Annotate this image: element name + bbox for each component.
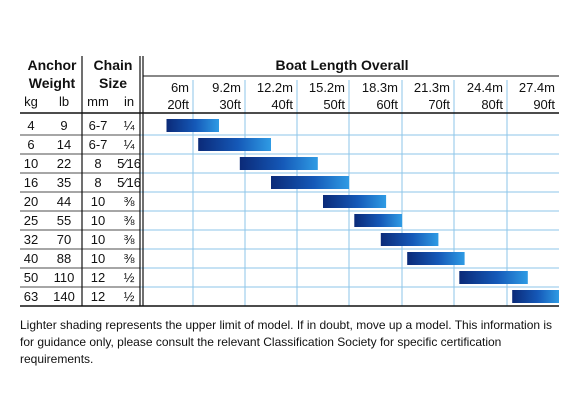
chain-in-cell: ⅜: [124, 232, 135, 247]
chain-size-heading-line2: Size: [99, 75, 127, 91]
chain-in-cell: 5⁄16: [117, 156, 141, 171]
boat-length-bars: [166, 119, 559, 303]
anchor-lb-cell: 140: [53, 289, 75, 304]
chain-size-heading-line1: Chain: [94, 57, 133, 73]
boat-length-ft-label: 50ft: [323, 97, 345, 112]
chain-mm-cell: 6-7: [89, 118, 108, 133]
chain-in-cell: ½: [124, 289, 135, 304]
boat-length-range-bar: [166, 119, 219, 132]
boat-length-range-bar: [407, 252, 465, 265]
unit-lb: lb: [59, 94, 69, 109]
boat-length-range-bar: [271, 176, 349, 189]
chain-mm-cell: 6-7: [89, 137, 108, 152]
anchor-lb-cell: 55: [57, 213, 71, 228]
anchor-kg-cell: 63: [24, 289, 38, 304]
boat-length-range-bar: [354, 214, 402, 227]
anchor-lb-cell: 22: [57, 156, 71, 171]
chain-mm-cell: 10: [91, 251, 105, 266]
chain-in-cell: ⅜: [124, 194, 135, 209]
anchor-lb-cell: 88: [57, 251, 71, 266]
chain-mm-cell: 10: [91, 213, 105, 228]
boat-length-ft-label: 70ft: [428, 97, 450, 112]
boat-length-m-label: 15.2m: [309, 80, 345, 95]
chain-in-cell: ¼: [124, 137, 135, 152]
boat-length-range-bar: [512, 290, 559, 303]
anchor-kg-cell: 6: [27, 137, 34, 152]
boat-length-range-bar: [380, 233, 439, 246]
boat-length-range-bar: [239, 157, 318, 170]
chain-mm-cell: 10: [91, 232, 105, 247]
boat-length-ft-label: 20ft: [167, 97, 189, 112]
table-rows: 4 9 6-7 ¼ 6 14 6-7 ¼ 10 22 8 5⁄16 16 35 8 5⁄16 20 44 10 ⅜ 25…: [24, 118, 141, 304]
anchor-kg-cell: 20: [24, 194, 38, 209]
anchor-lb-cell: 14: [57, 137, 71, 152]
anchor-kg-cell: 40: [24, 251, 38, 266]
anchor-kg-cell: 4: [27, 118, 34, 133]
chain-in-cell: ⅜: [124, 213, 135, 228]
anchor-kg-cell: 50: [24, 270, 38, 285]
table-rules: [20, 56, 559, 307]
anchor-kg-cell: 25: [24, 213, 38, 228]
boat-length-m-label: 27.4m: [519, 80, 555, 95]
boat-length-column-headers: 6m 20ft 9.2m 30ft 12.2m 40ft 15.2m 50ft 18.3m 60f…: [167, 80, 555, 112]
boat-length-m-label: 9.2m: [212, 80, 241, 95]
chain-in-cell: ¼: [124, 118, 135, 133]
boat-length-m-label: 21.3m: [414, 80, 450, 95]
anchor-kg-cell: 10: [24, 156, 38, 171]
anchor-kg-cell: 32: [24, 232, 38, 247]
boat-length-ft-label: 90ft: [533, 97, 555, 112]
anchor-lb-cell: 110: [54, 270, 75, 285]
anchor-lb-cell: 35: [57, 175, 71, 190]
boat-length-range-bar: [459, 271, 528, 284]
chain-mm-cell: 12: [91, 270, 105, 285]
boat-length-ft-label: 30ft: [219, 97, 241, 112]
anchor-weight-heading-line2: Weight: [29, 75, 76, 91]
chain-mm-cell: 12: [91, 289, 105, 304]
chain-mm-cell: 8: [94, 175, 101, 190]
chain-in-cell: ½: [124, 270, 135, 285]
boat-length-m-label: 24.4m: [467, 80, 503, 95]
boat-length-m-label: 6m: [171, 80, 189, 95]
boat-length-ft-label: 60ft: [376, 97, 398, 112]
boat-length-m-label: 12.2m: [257, 80, 293, 95]
unit-in: in: [124, 94, 134, 109]
anchor-lb-cell: 9: [60, 118, 67, 133]
boat-length-range-bar: [323, 195, 387, 208]
unit-kg: kg: [24, 94, 38, 109]
chain-mm-cell: 8: [94, 156, 101, 171]
unit-mm: mm: [87, 94, 109, 109]
chain-in-cell: 5⁄16: [117, 175, 141, 190]
boat-length-ft-label: 80ft: [481, 97, 503, 112]
footer-note: Lighter shading represents the upper lim…: [20, 318, 553, 366]
chain-in-cell: ⅜: [124, 251, 135, 266]
grid-lines: [140, 80, 559, 306]
anchor-lb-cell: 70: [57, 232, 71, 247]
anchor-kg-cell: 16: [24, 175, 38, 190]
chain-mm-cell: 10: [91, 194, 105, 209]
boat-length-m-label: 18.3m: [362, 80, 398, 95]
boat-length-heading: Boat Length Overall: [275, 57, 408, 73]
boat-length-range-bar: [198, 138, 271, 151]
anchor-lb-cell: 44: [57, 194, 71, 209]
anchor-weight-heading-line1: Anchor: [28, 57, 78, 73]
boat-length-ft-label: 40ft: [271, 97, 293, 112]
